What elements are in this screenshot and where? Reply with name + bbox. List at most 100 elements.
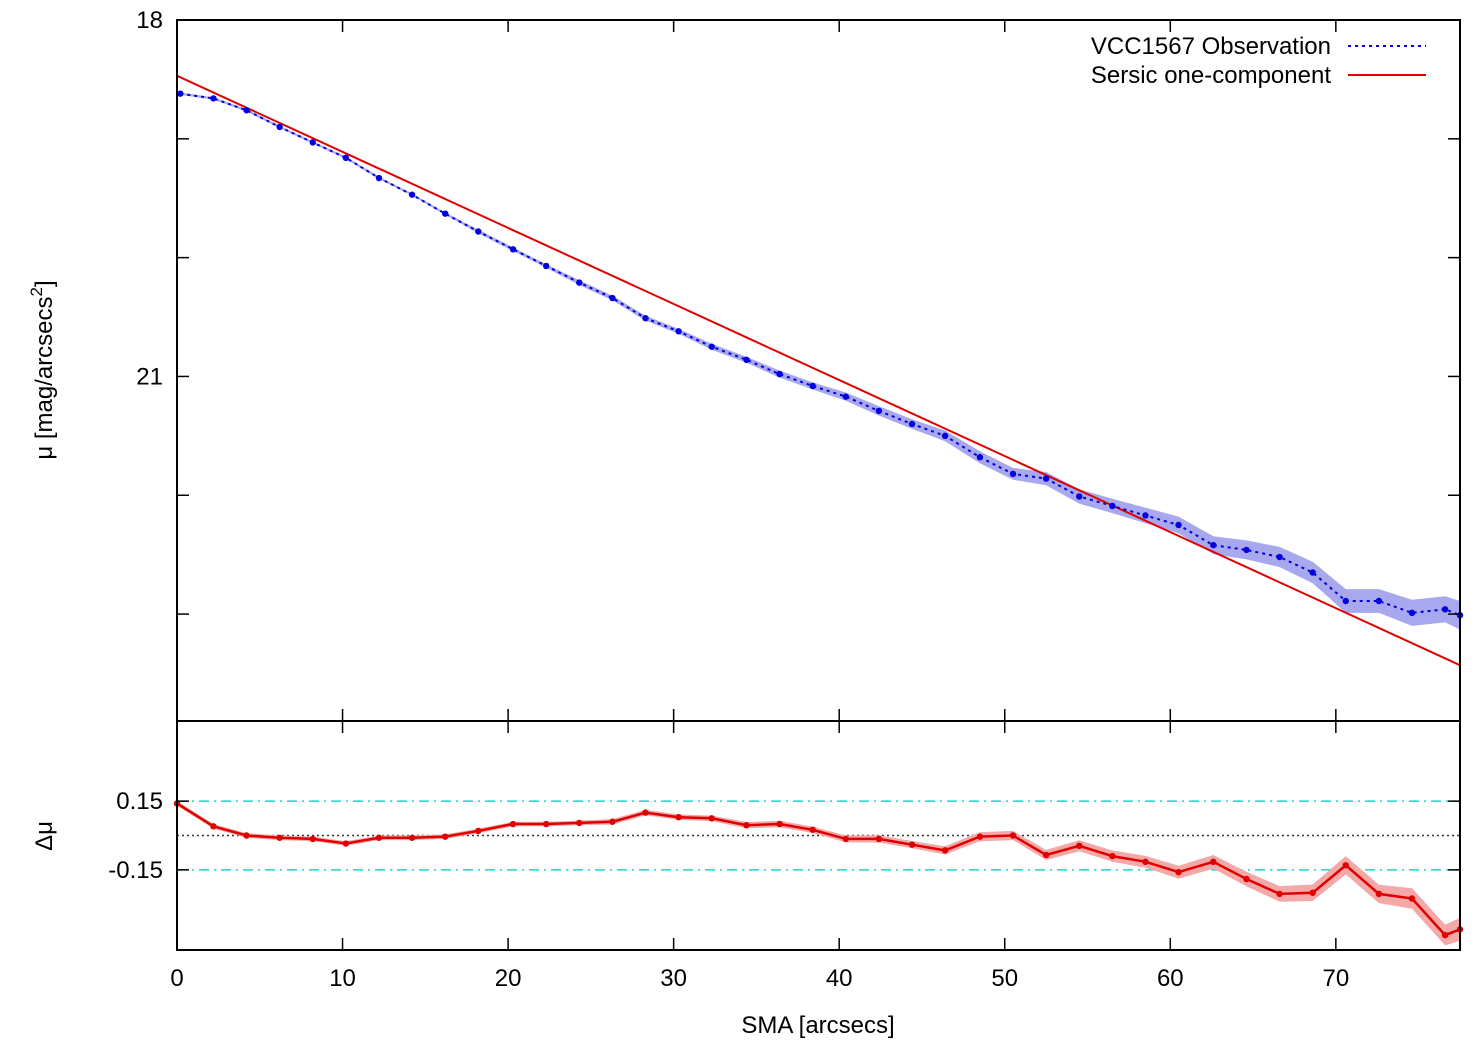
observation-point [276, 123, 283, 131]
observation-point [1142, 512, 1149, 519]
observation-point [408, 191, 416, 198]
residual-point [1076, 842, 1083, 850]
observation-point [1441, 606, 1449, 613]
x-tick-label: 30 [660, 965, 687, 992]
observation-point [842, 393, 850, 400]
residual-point [743, 821, 750, 829]
bottom-axis-ticks: 0 10 20 30 40 50 60 70 0.15 -0.15 [108, 721, 1460, 992]
legend-label: VCC1567 Observation [1091, 33, 1331, 60]
residual-point [210, 823, 217, 830]
residual-point [675, 813, 682, 821]
observation-point [976, 454, 984, 461]
top-y-axis-title: μ [mag/arcsecs2] [27, 280, 58, 459]
top-y-tick-label: 18 [136, 7, 163, 34]
bottom-y-axis-title: Δμ [31, 821, 58, 851]
residual-polyline [177, 802, 1460, 937]
observation-point [708, 343, 715, 350]
residual-point [1276, 890, 1283, 898]
residual-point [976, 833, 984, 840]
residual-point [1175, 868, 1182, 876]
observation-point [1009, 470, 1017, 478]
residual-point [708, 815, 715, 822]
top-y-tick-label: 21 [136, 363, 163, 390]
observation-error-band [180, 92, 1460, 630]
observation-point [743, 356, 750, 364]
observation-point [309, 139, 316, 146]
residual-point [1375, 890, 1383, 898]
legend-label: Sersic one-component [1091, 62, 1331, 89]
observation-point [875, 407, 883, 415]
residual-point [243, 832, 250, 839]
observation-points [177, 90, 1464, 619]
observation-point [1109, 502, 1116, 510]
residual-point [1109, 852, 1116, 860]
residual-point [875, 835, 883, 843]
x-tick-label: 40 [826, 965, 853, 992]
observation-band-area [180, 92, 1460, 630]
residual-point [475, 827, 482, 835]
observation-point [177, 90, 184, 97]
residual-point [1342, 862, 1349, 869]
residual-point [1408, 895, 1416, 902]
bottom-panel: 0 10 20 30 40 50 60 70 0.15 -0.15 Δμ SMA [arcsecs… [31, 720, 1464, 1039]
x-tick-label: 20 [495, 965, 522, 992]
observation-point [1375, 597, 1383, 605]
residual-point [408, 834, 416, 841]
observation-point [475, 228, 482, 235]
observation-point [1342, 597, 1349, 605]
x-tick-label: 10 [329, 965, 356, 992]
residual-point [542, 820, 550, 828]
observation-point [1076, 493, 1083, 500]
observation-point [941, 432, 949, 440]
observation-point [1243, 546, 1250, 554]
observation-point [576, 279, 583, 286]
observation-point [1309, 569, 1316, 576]
observation-point [342, 154, 350, 162]
top-series-lines [177, 74, 1460, 667]
observation-point [675, 328, 682, 335]
observation-line [180, 92, 1460, 617]
residual-band-area [177, 801, 1460, 946]
x-tick-label: 60 [1157, 965, 1184, 992]
residual-line [177, 802, 1460, 937]
residual-point [1142, 858, 1149, 866]
x-tick-label: 70 [1322, 965, 1349, 992]
top-y-axis-title-text: μ [mag/arcsecs2] [27, 280, 58, 459]
residual-point [309, 835, 316, 843]
observation-point [1408, 609, 1416, 617]
observation-point [1042, 475, 1050, 482]
residual-point [809, 826, 816, 833]
residual-point [441, 833, 449, 840]
residual-point [576, 819, 583, 827]
residual-point [941, 847, 949, 854]
residual-point [609, 818, 616, 825]
observation-point [609, 294, 616, 302]
residual-points [173, 800, 1464, 939]
reference-lines [177, 800, 1460, 871]
observation-point [375, 174, 383, 182]
bottom-y-tick-label: 0.15 [116, 788, 163, 815]
residual-point [642, 809, 649, 816]
x-axis-title: SMA [arcsecs] [741, 1012, 894, 1039]
residual-point [1243, 875, 1250, 883]
observation-point [642, 315, 649, 322]
observation-point [809, 382, 816, 390]
residual-point [1441, 931, 1449, 939]
observation-point [1276, 553, 1283, 561]
sersic-line [177, 74, 1460, 667]
residual-point [842, 835, 850, 843]
observation-point [776, 370, 783, 378]
observation-point [441, 210, 449, 217]
observation-point [1210, 541, 1217, 549]
residual-point [776, 820, 783, 828]
bottom-plot-frame [176, 720, 1461, 951]
residual-point [1210, 858, 1217, 866]
observation-point [243, 107, 250, 114]
x-tick-label: 0 [170, 965, 183, 992]
residual-point [1309, 889, 1316, 896]
observation-point [210, 95, 217, 102]
